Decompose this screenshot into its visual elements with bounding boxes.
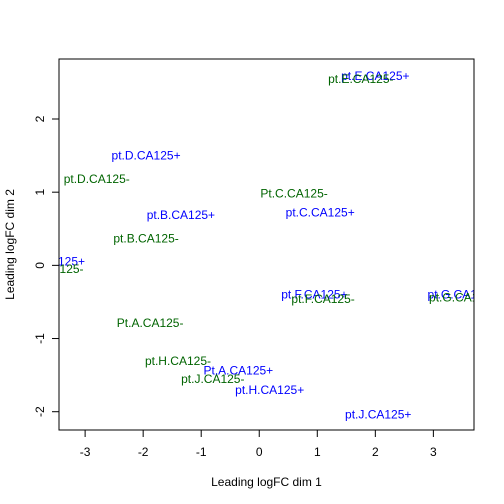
point-label: pt.H.CA125+ (235, 383, 304, 397)
point-label: pt.C.CA125+ (286, 206, 355, 220)
plot-area: pt.E.CA125+pt.E.CA125- pt.D.CA125+ pt.D.CA… (21, 69, 498, 422)
point-label: pt.E.CA125- (328, 72, 393, 86)
point-label: Pt.A.CA125- (117, 316, 184, 330)
x-axis: -3 -2 -1 0 1 2 3 (80, 429, 437, 459)
x-axis-title: Leading logFC dim 1 (211, 475, 322, 489)
y-tick-label: 1 (33, 189, 47, 196)
x-tick-label: -3 (80, 445, 91, 459)
point-label: pt.B.CA125- (113, 231, 178, 245)
y-axis: -2 -1 0 1 2 (33, 115, 60, 417)
point-label: pt.J.CA125+ (345, 408, 411, 422)
y-axis-title: Leading logFC dim 2 (3, 189, 17, 300)
point-label: pt.D.CA125+ (112, 149, 181, 163)
point-label: Pt.A.CA125+ (203, 364, 273, 378)
point-label: pt.H.CA125- (145, 354, 211, 368)
x-tick-label: 2 (372, 445, 379, 459)
x-tick-label: 1 (314, 445, 321, 459)
point-label: pt.G.CA125- (429, 291, 496, 305)
point-label: pt.I.CA125+ (21, 255, 85, 269)
y-tick-label: 0 (33, 262, 47, 269)
x-tick-label: 3 (430, 445, 437, 459)
y-tick-label: -2 (33, 406, 47, 417)
point-label: pt.F.CA125- (291, 292, 354, 306)
point-label: pt.G.CA125+ (428, 288, 498, 302)
point-label: pt.I.CA125- (23, 262, 84, 276)
x-tick-label: 0 (256, 445, 263, 459)
point-label: pt.E.CA125+ (341, 69, 409, 83)
y-tick-label: 2 (33, 115, 47, 122)
point-label: pt.J.CA125- (181, 372, 244, 386)
point-label: pt.F.CA125+ (281, 288, 347, 302)
x-tick-label: -2 (138, 445, 149, 459)
point-label: pt.D.CA125- (64, 172, 130, 186)
point-label: pt.B.CA125+ (147, 208, 215, 222)
x-tick-label: -1 (196, 445, 207, 459)
y-tick-label: -1 (33, 333, 47, 344)
point-label: Pt.C.CA125- (260, 187, 327, 201)
